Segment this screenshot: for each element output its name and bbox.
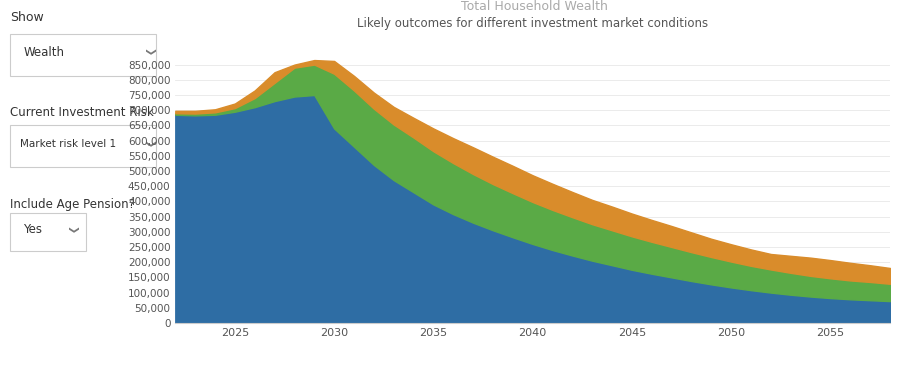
Text: Current Investment Risk: Current Investment Risk	[10, 106, 154, 119]
Text: ❯: ❯	[143, 48, 153, 57]
Text: Market risk level 1: Market risk level 1	[20, 139, 116, 149]
FancyBboxPatch shape	[10, 125, 156, 167]
Text: Wealth: Wealth	[23, 46, 65, 59]
FancyBboxPatch shape	[10, 213, 86, 251]
Text: Include Age Pension?: Include Age Pension?	[10, 198, 135, 211]
Text: ❯: ❯	[143, 139, 153, 148]
Text: Show: Show	[10, 11, 44, 24]
Text: ❯: ❯	[67, 226, 76, 234]
Text: Yes: Yes	[23, 223, 42, 236]
Title: Likely outcomes for different investment market conditions: Likely outcomes for different investment…	[357, 17, 708, 30]
FancyBboxPatch shape	[10, 34, 156, 76]
Text: Total Household Wealth: Total Household Wealth	[461, 0, 609, 13]
